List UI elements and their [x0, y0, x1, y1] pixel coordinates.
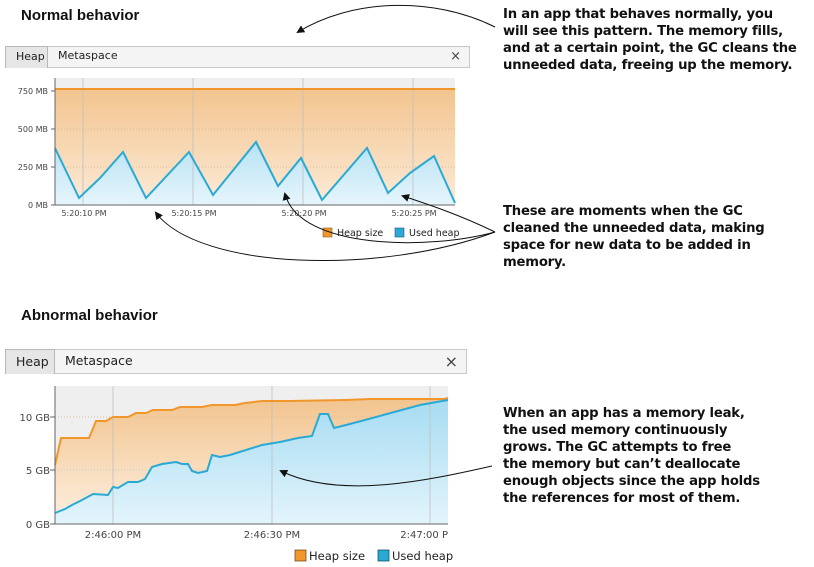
- tab-heap-label: Heap: [16, 50, 45, 63]
- y-tick-750: 750 MB: [18, 87, 48, 96]
- svg-text:Heap size: Heap size: [309, 549, 365, 563]
- tab-heap-label: Heap: [16, 354, 49, 369]
- normal-tab-bar: Heap Metaspace ×: [5, 46, 470, 68]
- abnormal-behavior-title: Abnormal behavior: [21, 307, 158, 324]
- svg-text:500 MB: 500 MB: [18, 125, 48, 134]
- svg-text:5 GB: 5 GB: [26, 466, 50, 477]
- callout-line: memory.: [503, 255, 566, 270]
- callout-line: grows. The GC attempts to free: [503, 440, 732, 455]
- svg-text:0 GB: 0 GB: [26, 520, 50, 531]
- normal-heap-panel: Heap Metaspace ×: [5, 46, 470, 246]
- normal-heap-chart: 750 MB 500 MB 250 MB 0 MB 5:20:10 PM 5:2…: [18, 78, 460, 239]
- normal-callout-top: In an app that behaves normally, you wil…: [503, 6, 797, 74]
- callout-line: space for new data to be added in: [503, 238, 751, 253]
- callout-line: These are moments when the GC: [503, 204, 743, 219]
- tab-metaspace[interactable]: Metaspace: [48, 46, 128, 68]
- used-heap-area-abnormal: [55, 400, 448, 524]
- tab-heap[interactable]: Heap: [5, 349, 55, 374]
- svg-text:250 MB: 250 MB: [18, 163, 48, 172]
- svg-text:5:20:10 PM: 5:20:10 PM: [61, 209, 106, 218]
- svg-text:Used heap: Used heap: [409, 228, 460, 239]
- svg-text:0 MB: 0 MB: [28, 201, 48, 210]
- callout-line: In an app that behaves normally, you: [503, 7, 773, 22]
- tab-metaspace[interactable]: Metaspace: [55, 349, 143, 374]
- callout-line: will see this pattern. The memory fills,: [503, 24, 783, 39]
- callout-line: the memory but can’t deallocate: [503, 457, 741, 472]
- svg-text:5:20:15 PM: 5:20:15 PM: [171, 209, 216, 218]
- svg-text:Used heap: Used heap: [392, 549, 453, 563]
- abnormal-tab-bar: Heap Metaspace ×: [5, 349, 467, 374]
- used-heap-line: [54, 140, 456, 204]
- callout-line: and at a certain point, the GC cleans th…: [503, 41, 797, 56]
- annotation-arrows: [154, 4, 496, 487]
- svg-text:2:47:00 P: 2:47:00 P: [400, 530, 448, 541]
- callout-line: the references for most of them.: [503, 491, 741, 506]
- tab-metaspace-label: Metaspace: [58, 49, 118, 62]
- svg-text:2:46:00 PM: 2:46:00 PM: [85, 530, 141, 541]
- svg-text:Heap size: Heap size: [337, 228, 383, 239]
- normal-callout-bottom: These are moments when the GC cleaned th…: [503, 203, 765, 271]
- abnormal-legend: Heap size Used heap: [294, 549, 453, 563]
- abnormal-heap-chart: 10 GB 5 GB 0 GB 2:46:00 PM 2:46:30 PM 2:…: [19, 386, 453, 563]
- svg-text:5:20:25 PM: 5:20:25 PM: [391, 209, 436, 218]
- callout-line: enough objects since the app holds: [503, 474, 760, 489]
- callout-line: the used memory continuously: [503, 423, 728, 438]
- abnormal-callout: When an app has a memory leak, the used …: [503, 405, 760, 507]
- abnormal-heap-panel: Heap Metaspace ×: [5, 349, 467, 374]
- callout-line: cleaned the unneeded data, making: [503, 221, 765, 236]
- tab-metaspace-label: Metaspace: [65, 353, 133, 368]
- callout-line: When an app has a memory leak,: [503, 406, 745, 421]
- svg-text:5:20:20 PM: 5:20:20 PM: [281, 209, 326, 218]
- used-heap-line-abnormal: [54, 399, 449, 514]
- svg-text:10 GB: 10 GB: [19, 413, 50, 424]
- tab-heap[interactable]: Heap: [5, 46, 48, 68]
- close-icon[interactable]: ×: [444, 352, 458, 371]
- svg-text:2:46:30 PM: 2:46:30 PM: [244, 530, 300, 541]
- close-icon[interactable]: ×: [450, 49, 461, 64]
- normal-behavior-title: Normal behavior: [21, 7, 140, 24]
- heap-size-line-abnormal: [54, 397, 449, 466]
- callout-line: unneeded data, freeing up the memory.: [503, 58, 793, 73]
- normal-legend: Heap size Used heap: [322, 227, 460, 239]
